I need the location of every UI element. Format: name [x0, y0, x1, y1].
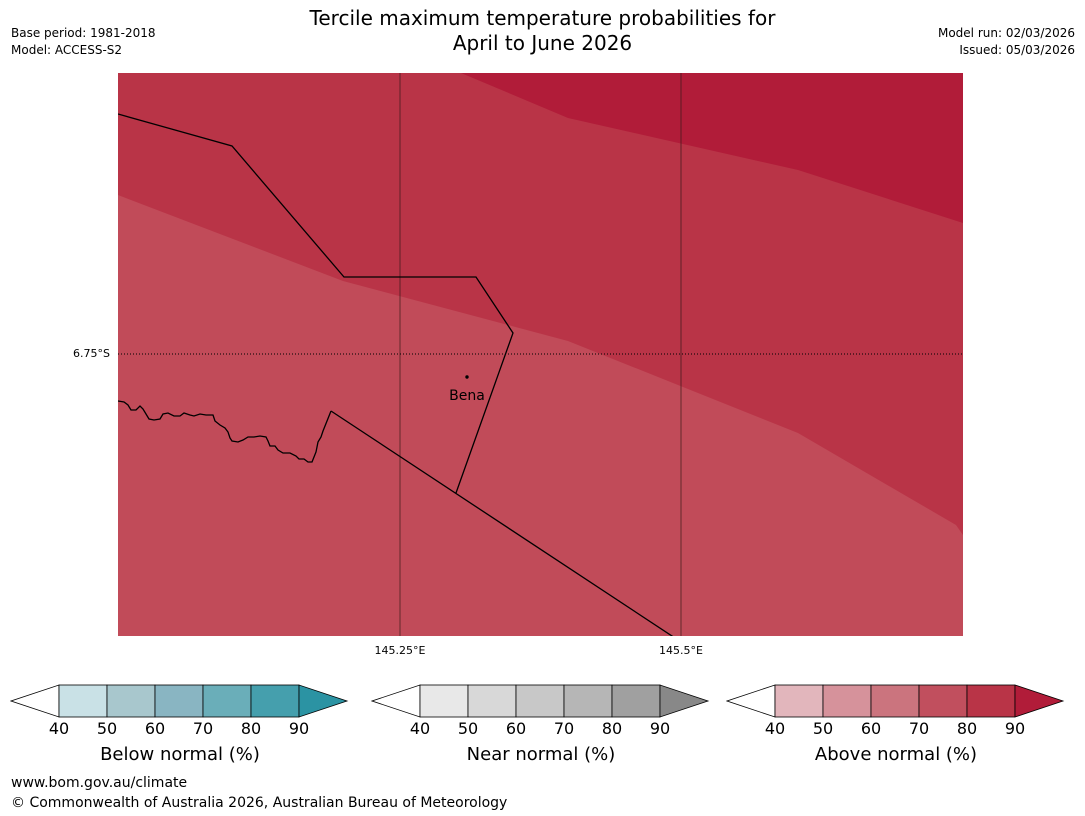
- below-tick-60: 60: [144, 719, 166, 738]
- bena-marker: [465, 375, 469, 379]
- below-tick-70: 70: [192, 719, 214, 738]
- model-text: Model: ACCESS-S2: [11, 43, 123, 57]
- colorbar-near-normal: 40 50 60 70 80 90 Near normal (%): [371, 684, 711, 774]
- above-tick-90: 90: [1004, 719, 1026, 738]
- colorbar-upper-extend: [659, 684, 710, 718]
- colorbar-segment-2: [467, 684, 517, 718]
- near-tick-60: 60: [505, 719, 527, 738]
- model-run-text: Model run: 02/03/2026: [937, 26, 1075, 40]
- lon-label-145-25: 145.25°E: [374, 644, 426, 657]
- province-border-south: [330, 410, 674, 636]
- colorbar-segment-5: [611, 684, 661, 718]
- colorbar-segment-1: [58, 684, 108, 718]
- near-tick-40: 40: [409, 719, 431, 738]
- near-tick-80: 80: [601, 719, 623, 738]
- bena-label: Bena: [449, 388, 485, 404]
- below-normal-title: Below normal (%): [100, 744, 260, 765]
- colorbar-segment-1: [419, 684, 469, 718]
- zone-mid: [118, 73, 963, 535]
- colorbar-segment-4: [918, 684, 968, 718]
- colorbar-segment-3: [870, 684, 920, 718]
- colorbar-segment-3: [515, 684, 565, 718]
- base-period-text: Base period: 1981-2018: [11, 26, 156, 40]
- colorbar-segment-5: [250, 684, 300, 718]
- map-panel: Bena: [118, 73, 963, 636]
- footer-url: www.bom.gov.au/climate: [11, 775, 188, 791]
- colorbar-segment-3: [154, 684, 204, 718]
- above-tick-50: 50: [812, 719, 834, 738]
- zone-high: [461, 73, 963, 223]
- colorbar-lower-extend: [10, 684, 60, 718]
- colorbar-below-svg: [10, 684, 349, 718]
- above-tick-80: 80: [956, 719, 978, 738]
- map-title: Tercile maximum temperature probabilitie…: [0, 6, 1085, 56]
- colorbar-segment-4: [563, 684, 613, 718]
- coastline: [118, 400, 332, 463]
- map-svg: Bena: [118, 73, 963, 636]
- near-tick-70: 70: [553, 719, 575, 738]
- colorbar-near-svg: [371, 684, 710, 718]
- title-line-1: Tercile maximum temperature probabilitie…: [309, 6, 776, 30]
- colorbar-segment-2: [106, 684, 156, 718]
- province-border-north: [118, 113, 514, 494]
- near-tick-50: 50: [457, 719, 479, 738]
- colorbar-segment-5: [966, 684, 1016, 718]
- colorbar-above-normal: 40 50 60 70 80 90 Above normal (%): [726, 684, 1066, 774]
- title-line-2: April to June 2026: [452, 31, 633, 55]
- colorbar-lower-extend: [371, 684, 421, 718]
- header-left-meta: Base period: 1981-2018 Model: ACCESS-S2: [11, 25, 156, 59]
- above-normal-title: Above normal (%): [814, 744, 978, 765]
- below-tick-40: 40: [48, 719, 70, 738]
- colorbar-lower-extend: [726, 684, 776, 718]
- above-tick-60: 60: [860, 719, 882, 738]
- colorbar-segment-2: [822, 684, 872, 718]
- lon-label-145-5: 145.5°E: [659, 644, 703, 657]
- colorbar-above-svg: [726, 684, 1065, 718]
- colorbar-upper-extend: [298, 684, 349, 718]
- colorbar-segment-4: [202, 684, 252, 718]
- footer-copyright: © Commonwealth of Australia 2026, Austra…: [11, 795, 508, 811]
- colorbar-segment-1: [774, 684, 824, 718]
- above-tick-40: 40: [764, 719, 786, 738]
- below-tick-50: 50: [96, 719, 118, 738]
- issued-text: Issued: 05/03/2026: [959, 43, 1075, 57]
- below-tick-80: 80: [240, 719, 262, 738]
- near-normal-title: Near normal (%): [466, 744, 616, 765]
- colorbar-below-normal: 40 50 60 70 80 90 Below normal (%): [10, 684, 350, 774]
- header-right-meta: Model run: 02/03/2026 Issued: 05/03/2026: [938, 25, 1075, 59]
- near-tick-90: 90: [649, 719, 671, 738]
- below-tick-90: 90: [288, 719, 310, 738]
- above-tick-70: 70: [908, 719, 930, 738]
- colorbar-upper-extend: [1014, 684, 1065, 718]
- lat-label-6-75: 6.75°S: [73, 347, 110, 360]
